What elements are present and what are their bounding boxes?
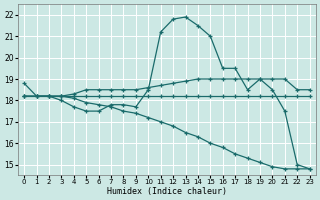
- X-axis label: Humidex (Indice chaleur): Humidex (Indice chaleur): [107, 187, 227, 196]
